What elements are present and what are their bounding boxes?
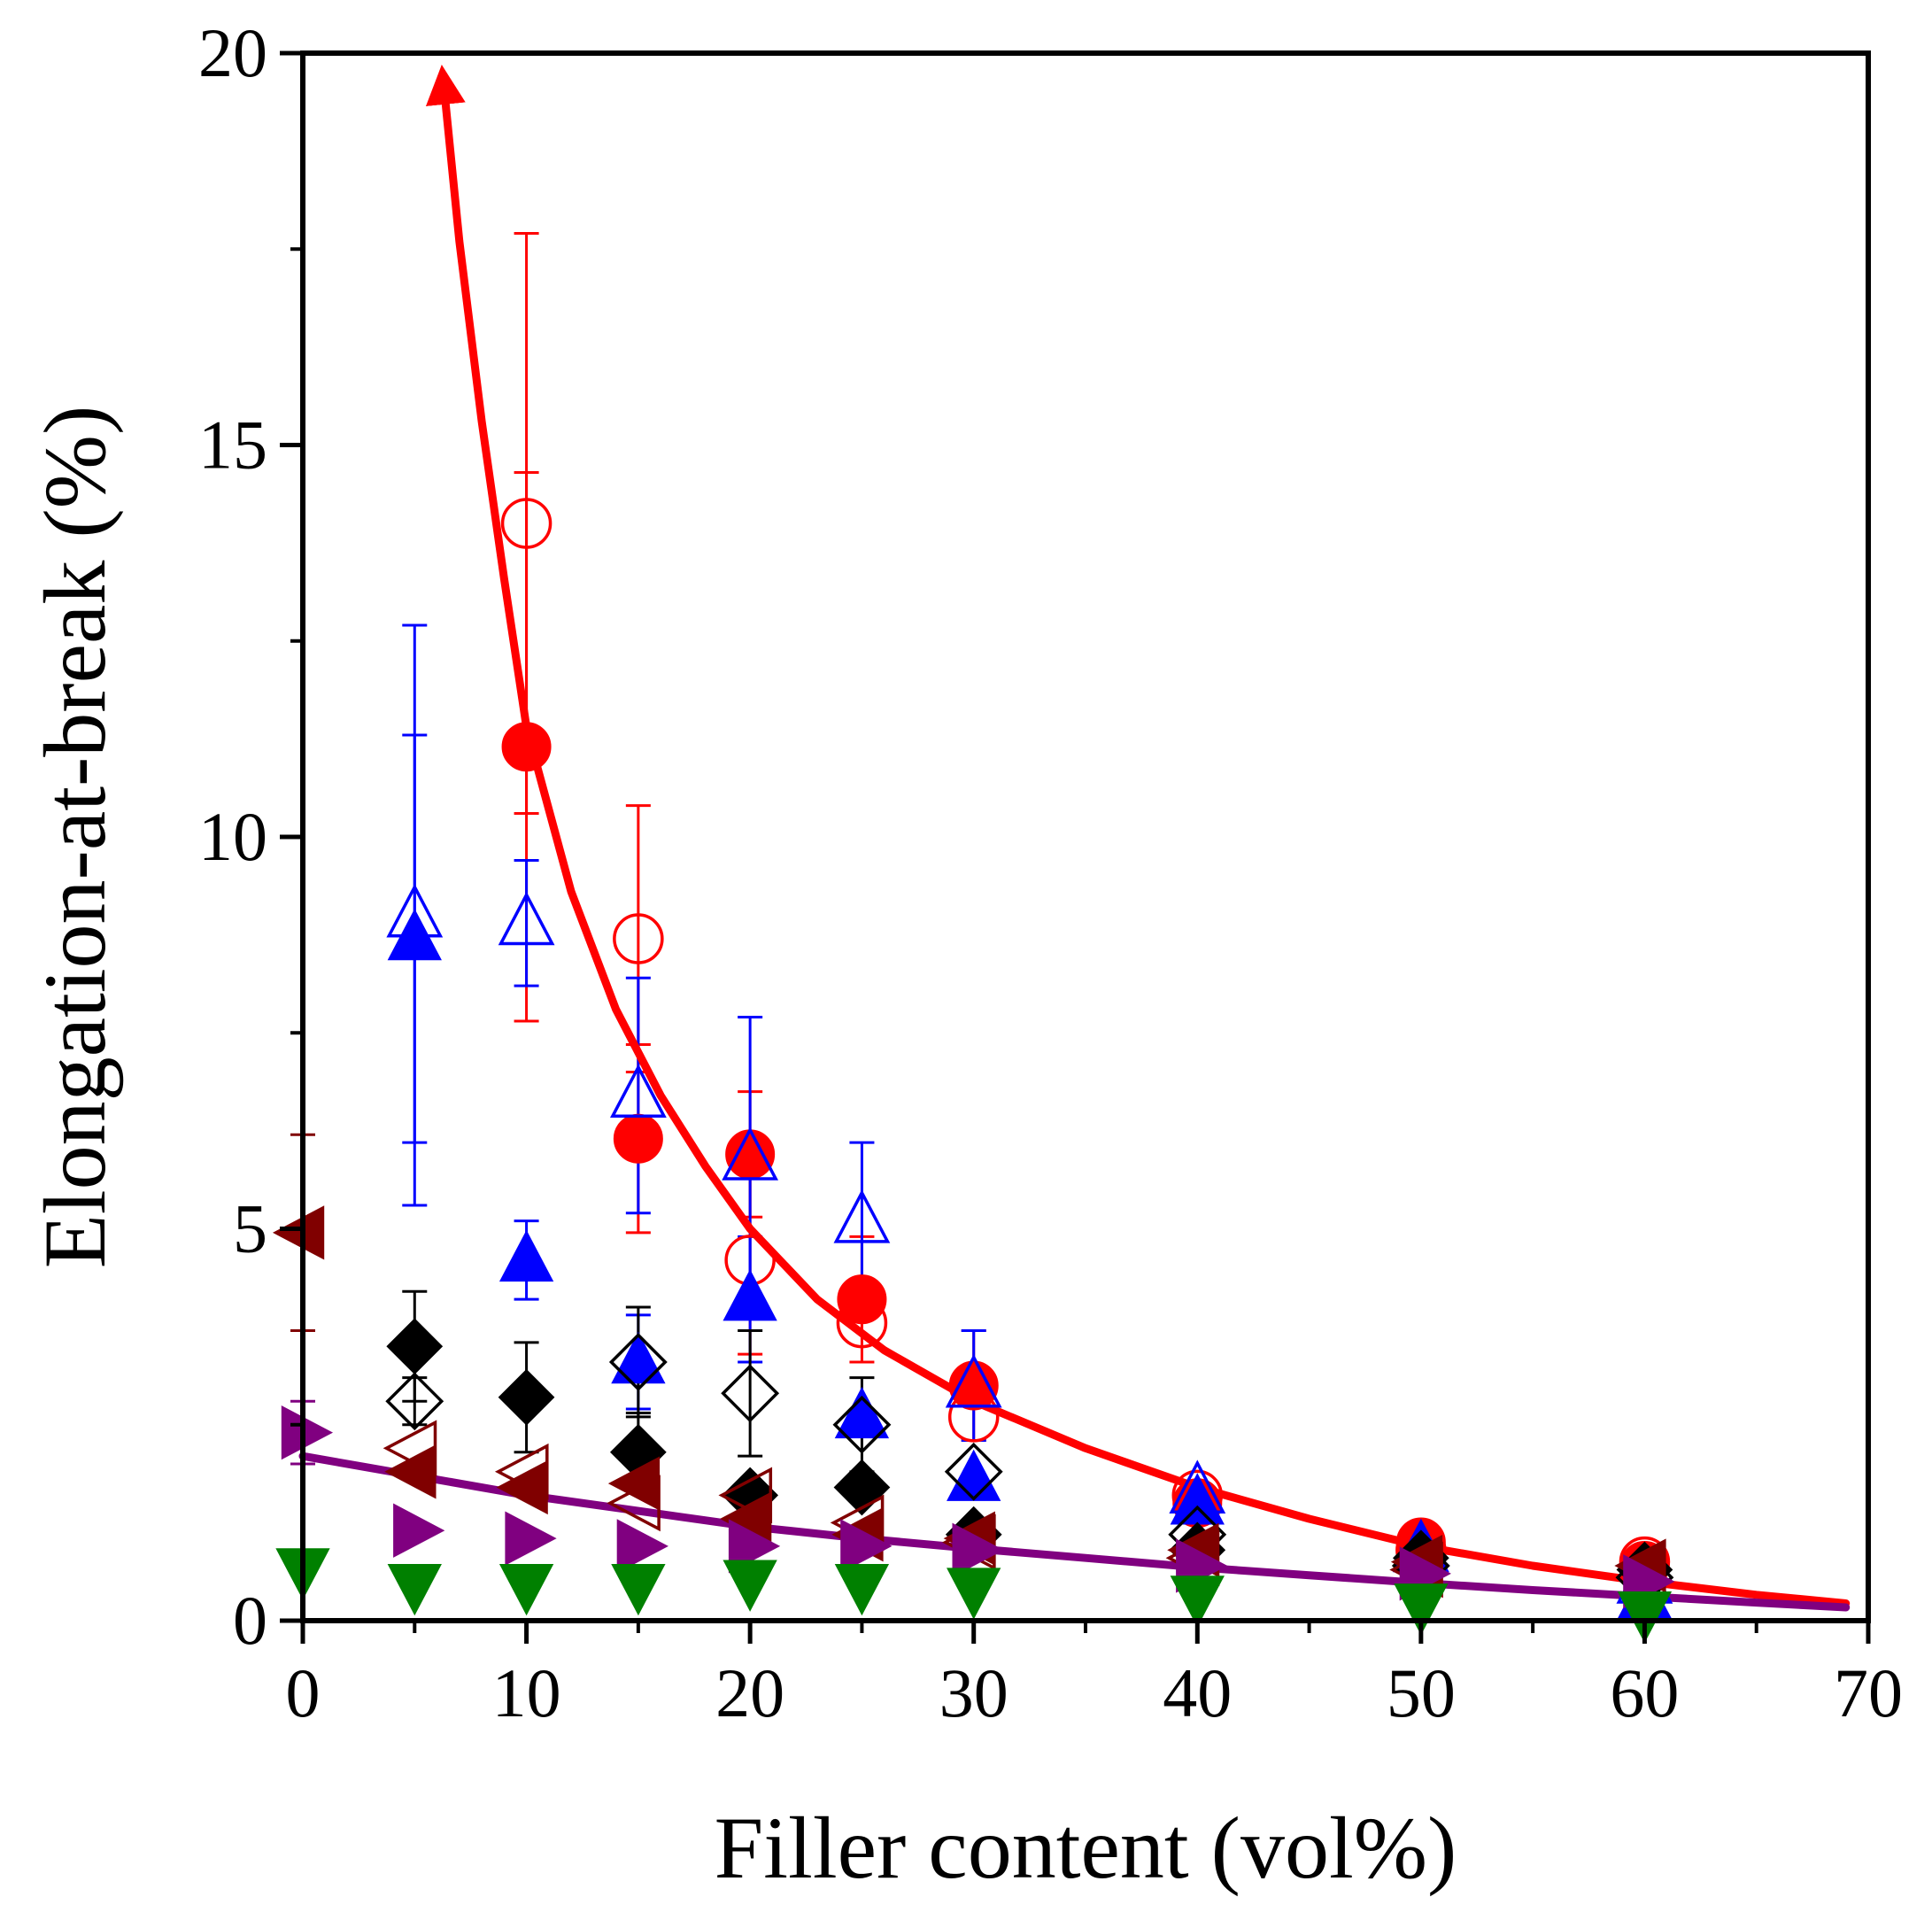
- x-tick-label: 20: [715, 1654, 784, 1731]
- red-filled-circles-point: [725, 1129, 776, 1180]
- black-open-diamonds-error-bar: [402, 1376, 428, 1427]
- black-open-diamonds-point: [608, 1333, 668, 1391]
- x-tick-label: 0: [286, 1654, 321, 1731]
- x-tick-label: 30: [939, 1654, 1009, 1731]
- blue-open-triangles-up-point: [498, 891, 555, 946]
- black-open-diamonds-error-bar: [738, 1329, 763, 1458]
- green-filled-triangles-down-point: [498, 1564, 554, 1616]
- blue-open-triangles-up-point: [833, 1189, 891, 1243]
- blue-filled-triangles-up-point: [947, 1449, 1001, 1501]
- green-filled-triangles-down-point: [947, 1568, 1001, 1620]
- x-tick-label: 50: [1387, 1654, 1456, 1731]
- red-open-circles-point: [613, 913, 664, 964]
- x-tick-label: 40: [1163, 1654, 1232, 1731]
- x-tick-label: 60: [1610, 1654, 1679, 1731]
- green-filled-triangles-down-point: [723, 1560, 777, 1612]
- red-open-circles-point: [836, 1297, 888, 1349]
- axis-ticks: 0 10 20 30 40 50 60 70 0 5 10 15 20: [198, 14, 1903, 1731]
- red-filled-circles-point: [501, 722, 552, 772]
- dark-red-open-triangles-left-point: [494, 1443, 549, 1500]
- black-open-diamonds-point: [944, 1442, 1003, 1501]
- purple-filled-triangles-right-point: [728, 1519, 781, 1574]
- black-open-diamonds-point: [832, 1395, 892, 1454]
- purple-filled-triangles-right-point: [393, 1503, 445, 1558]
- blue-filled-triangles-up-point: [723, 1269, 777, 1321]
- red-fit-curve: [425, 65, 1851, 1607]
- black-filled-diamonds-point: [386, 1318, 444, 1375]
- green-filled-triangles-down-point: [1617, 1591, 1673, 1644]
- red-open-circles-point: [500, 498, 553, 549]
- purple-filled-triangles-right-point: [952, 1522, 1004, 1577]
- dark-red-filled-triangles-left-point: [272, 1205, 325, 1260]
- black-open-diamonds-point: [385, 1372, 444, 1431]
- green-filled-triangles-down-point: [834, 1564, 890, 1616]
- black-filled-diamonds-point: [833, 1459, 891, 1516]
- dark-red-open-triangles-left-point: [383, 1420, 437, 1477]
- y-tick-label: 10: [198, 798, 267, 875]
- black-open-diamonds-point: [721, 1364, 780, 1423]
- red-filled-circles-point: [948, 1360, 999, 1411]
- green-filled-triangles-down-point: [1170, 1575, 1225, 1628]
- y-tick-label: 15: [198, 406, 267, 484]
- green-filled-triangles-down-point: [387, 1564, 442, 1616]
- blue-filled-triangles-up-point: [498, 1229, 554, 1282]
- red-filled-circles-point: [613, 1113, 663, 1164]
- green-filled-triangles-down-point: [611, 1564, 666, 1616]
- blue-open-triangles-up-point: [722, 1126, 778, 1181]
- red-open-circles-point: [947, 1391, 1000, 1443]
- purple-filled-triangles-right-point: [616, 1519, 668, 1574]
- purple-filled-triangles-right-point: [840, 1519, 893, 1574]
- y-tick-label: 20: [198, 14, 267, 91]
- blue-open-triangles-up-point: [945, 1353, 1002, 1408]
- blue-open-triangles-up-point: [610, 1064, 667, 1119]
- x-axis-title: Filler content (vol%): [715, 1799, 1457, 1897]
- x-tick-label: 70: [1834, 1654, 1903, 1731]
- blue-filled-triangles-up-point: [387, 909, 442, 961]
- blue-filled-triangles-up-point: [611, 1331, 666, 1384]
- blue-open-triangles-up-error-bar: [625, 976, 651, 1215]
- y-tick-label: 0: [233, 1582, 267, 1659]
- black-filled-diamonds-point: [498, 1368, 555, 1426]
- dark-red-open-triangles-left-point: [607, 1475, 661, 1532]
- dark-red-open-triangles-left-point: [718, 1467, 773, 1524]
- x-tick-label: 10: [492, 1654, 561, 1731]
- blue-filled-triangles-up-point: [834, 1386, 890, 1439]
- purple-filled-triangles-right-point: [505, 1511, 557, 1566]
- blue-open-triangles-up-error-bar: [514, 859, 539, 987]
- purple-filled-triangles-right-point: [281, 1405, 334, 1460]
- purple-fit-curve: [298, 1452, 1851, 1612]
- y-tick-label: 5: [233, 1190, 267, 1267]
- green-filled-triangles-down-point: [1394, 1583, 1449, 1636]
- data-marks: [272, 65, 1851, 1644]
- y-axis-title: Elongation-at-break (%): [26, 406, 124, 1269]
